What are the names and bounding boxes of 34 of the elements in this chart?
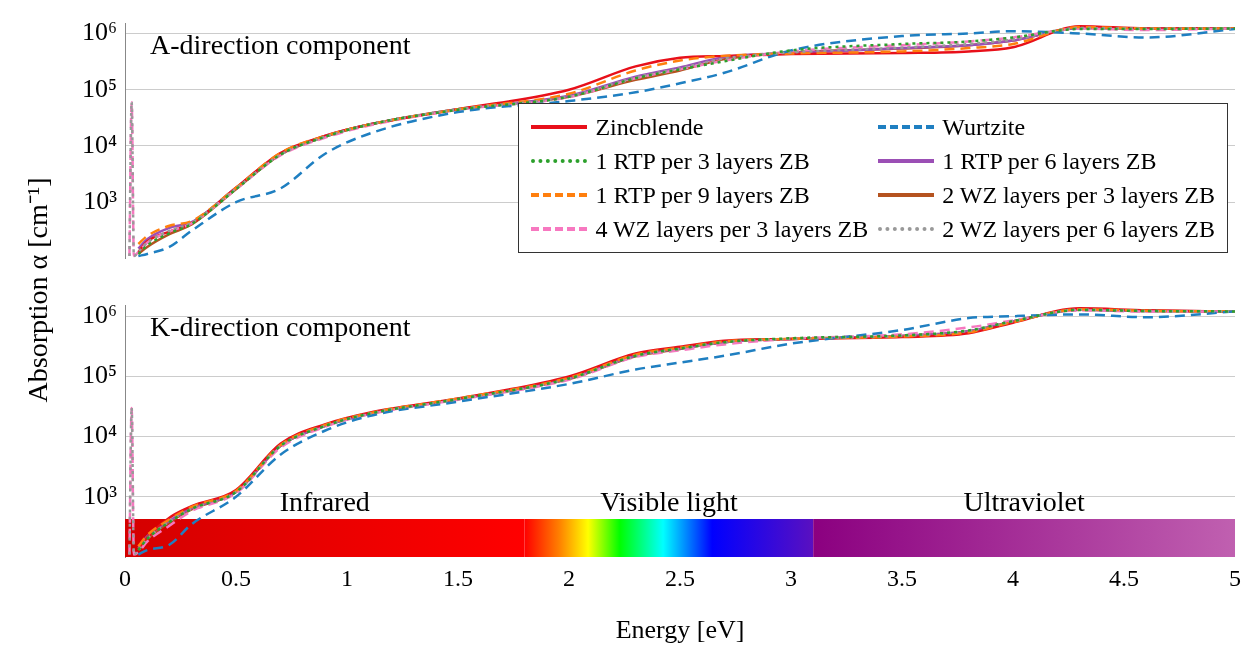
y-tick-label: 10⁵ xyxy=(81,73,117,103)
x-tick-label: 0 xyxy=(119,564,131,591)
y-tick-label: 10³ xyxy=(83,186,118,215)
y-tick-label: 10⁵ xyxy=(81,360,117,390)
legend-label: 2 WZ layers per 3 layers ZB xyxy=(942,181,1215,209)
x-tick-label: 0.5 xyxy=(221,564,251,591)
x-tick-label: 3 xyxy=(785,564,797,591)
x-axis-title: Energy [eV] xyxy=(615,615,745,645)
legend-label: Wurtzite xyxy=(942,113,1027,141)
band-label: Ultraviolet xyxy=(963,486,1085,517)
x-tick-label: 1 xyxy=(341,564,353,591)
y-tick-label: 10⁴ xyxy=(81,420,117,450)
band-label: Infrared xyxy=(279,486,370,517)
legend-label: 1 RTP per 6 layers ZB xyxy=(942,147,1158,175)
x-tick-label: 1.5 xyxy=(443,564,473,591)
chart-title: A-direction component xyxy=(150,28,411,60)
x-tick-label: 2 xyxy=(563,564,575,591)
legend-label: 4 WZ layers per 3 layers ZB xyxy=(595,215,869,243)
x-tick-label: 4.5 xyxy=(1109,564,1139,591)
y-tick-label: 10⁶ xyxy=(81,300,117,330)
legend-label: 1 RTP per 3 layers ZB xyxy=(595,147,811,175)
legend-label: Zincblende xyxy=(595,113,705,141)
x-tick-label: 2.5 xyxy=(665,564,695,591)
x-tick-label: 4 xyxy=(1007,564,1019,591)
legend-label: 1 RTP per 9 layers ZB xyxy=(595,181,811,209)
y-tick-label: 10⁴ xyxy=(81,129,117,159)
y-tick-label: 10⁶ xyxy=(81,17,117,47)
x-tick-label: 5 xyxy=(1229,564,1241,591)
y-axis-title: Absorption α [cm⁻¹] xyxy=(21,177,54,403)
band-label: Visible light xyxy=(600,486,738,517)
y-tick-label: 10³ xyxy=(83,480,118,510)
chart-title: K-direction component xyxy=(150,310,411,342)
x-tick-label: 3.5 xyxy=(887,564,917,591)
legend-label: 2 WZ layers per 6 layers ZB xyxy=(942,215,1215,243)
